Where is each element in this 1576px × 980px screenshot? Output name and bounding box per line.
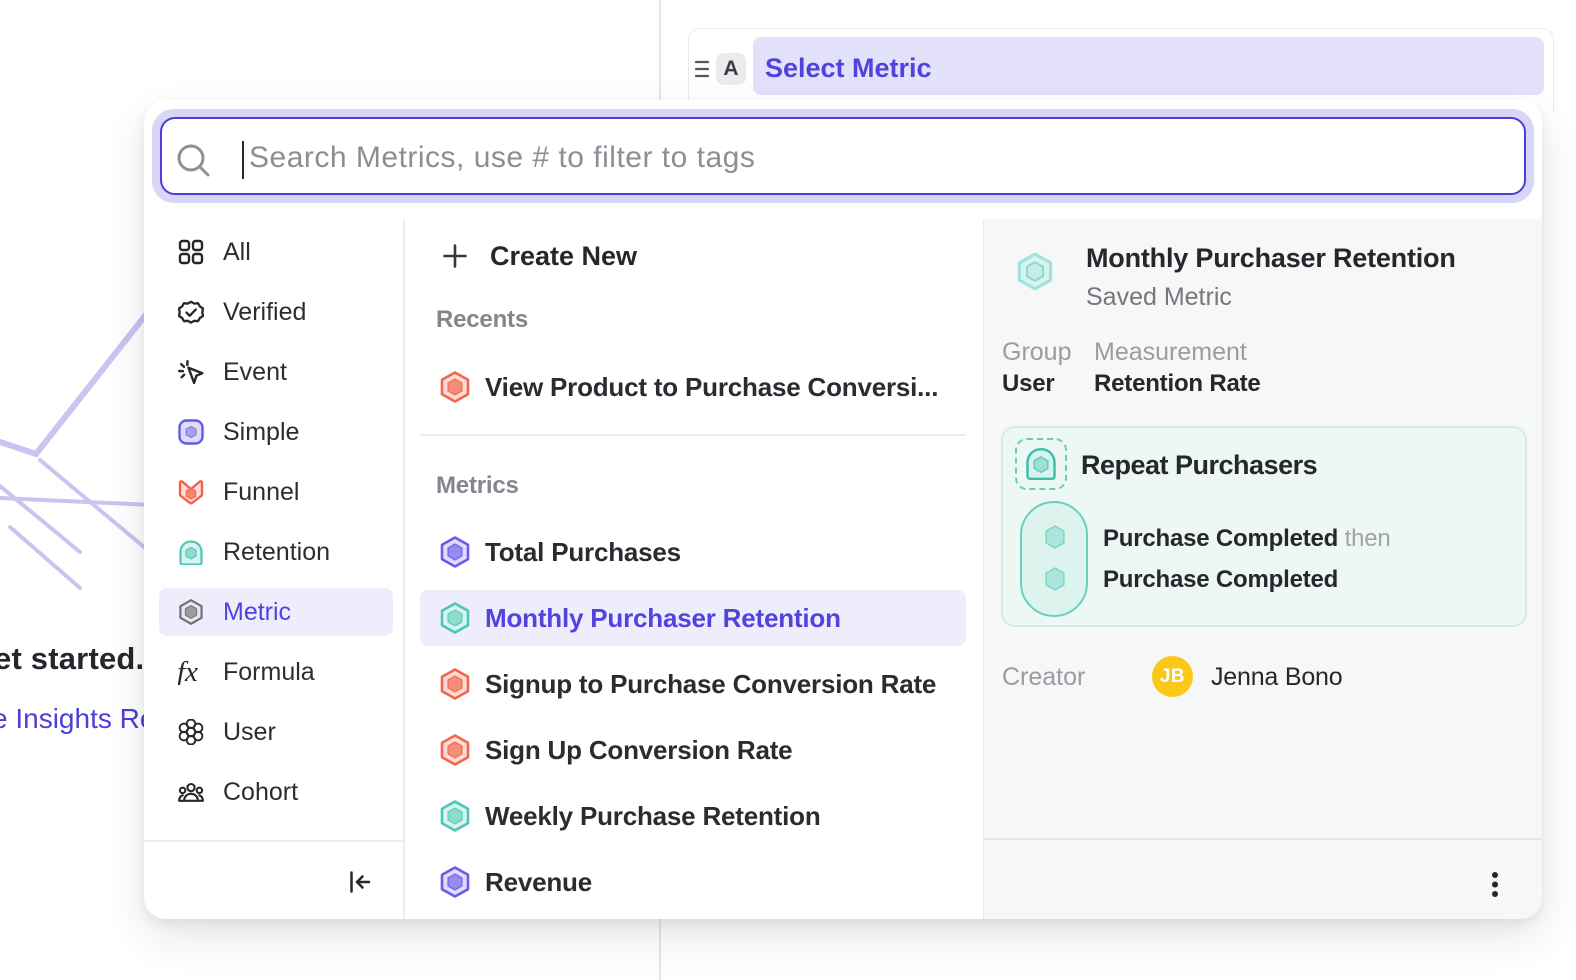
svg-text:fx: fx: [178, 659, 198, 685]
